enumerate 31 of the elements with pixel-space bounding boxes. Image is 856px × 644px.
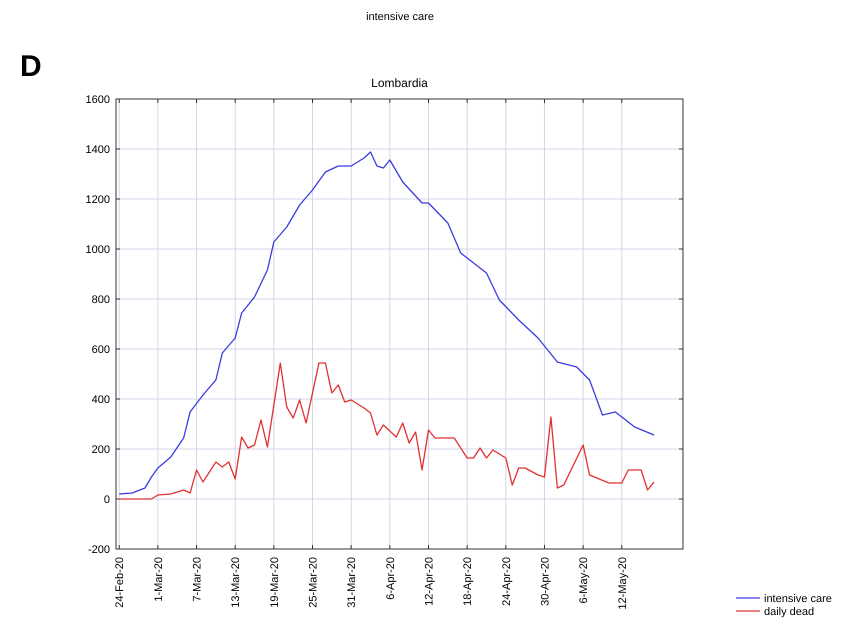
text: D (20, 50, 42, 83)
x-tick-label: 30-Apr-20 (539, 557, 552, 606)
x-tick-label: 12-May-20 (616, 557, 629, 610)
line-series (118, 362, 655, 500)
x-tick-label: 1-Mar-20 (152, 557, 165, 602)
x-tick-label: 24-Apr-20 (500, 557, 513, 606)
x-tick-label: 25-Mar-20 (308, 557, 320, 608)
x-tick-label: 13-Mar-20 (230, 557, 242, 608)
line-series (118, 151, 655, 495)
y-tick-label: 1600 (86, 94, 110, 106)
chart-title: Lombardia (371, 76, 428, 90)
x-tick-label: 6-Apr-20 (384, 557, 397, 600)
y-tick-label: 400 (92, 394, 110, 406)
y-tick-label: -200 (88, 544, 110, 556)
y-tick-label: 200 (92, 444, 110, 456)
legend-label: daily dead (764, 606, 814, 618)
y-tick-label: 1200 (86, 194, 110, 206)
y-tick-label: 0 (104, 494, 110, 506)
x-tick-label: 18-Apr-20 (462, 557, 474, 606)
text: intensive care (366, 11, 434, 23)
x-tick-label: 6-May-20 (578, 557, 590, 604)
y-tick-label: 1400 (86, 144, 110, 156)
x-tick-label: 7-Mar-20 (192, 557, 204, 602)
x-tick-label: 31-Mar-20 (346, 557, 358, 608)
x-tick-label: 12-Apr-20 (423, 557, 436, 606)
legend-label: intensive care (764, 593, 832, 605)
x-tick-label: 19-Mar-20 (268, 557, 281, 608)
y-tick-label: 600 (92, 344, 110, 356)
y-tick-label: 800 (92, 294, 110, 306)
x-tick-label: 24-Feb-20 (114, 557, 126, 608)
y-tick-label: 1000 (86, 244, 110, 256)
